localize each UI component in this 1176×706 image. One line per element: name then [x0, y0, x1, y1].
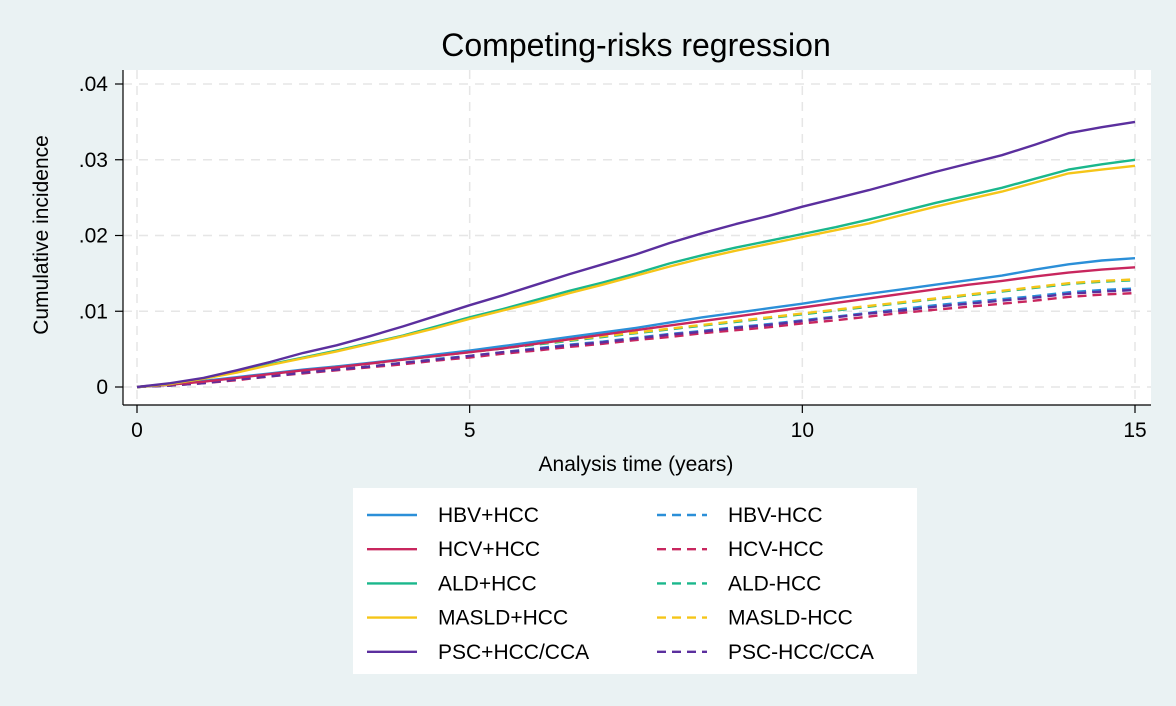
legend-item: MASLD+HCC: [367, 607, 568, 630]
axis-ticks: 0 .01 .02 .03 .04 0 5 10 15: [79, 73, 1147, 442]
chart-title: Competing-risks regression: [441, 27, 830, 63]
y-tick-label: .03: [79, 149, 108, 172]
legend-item: HCV+HCC: [367, 538, 540, 561]
legend-label: MASLD-HCC: [728, 607, 853, 630]
legend-label: ALD+HCC: [438, 572, 537, 595]
series-line-psc-hcc-cca: [136, 288, 1136, 389]
series-line-hcv-hcc: [136, 266, 1136, 389]
plot-area: [123, 70, 1151, 405]
y-tick-label: 0: [96, 376, 108, 399]
legend-label: HBV+HCC: [438, 504, 539, 527]
legend: HBV+HCC HCV+HCC ALD+HCC MASLD+HCC PSC+HCC/CC…: [367, 504, 874, 664]
legend-item: HCV-HCC: [657, 538, 824, 561]
x-axis-title: Analysis time (years): [539, 453, 734, 476]
legend-label: PSC-HCC/CCA: [728, 641, 874, 664]
legend-label: HCV+HCC: [438, 538, 540, 561]
legend-item: HBV-HCC: [657, 504, 823, 527]
x-tick-label: 15: [1123, 419, 1146, 442]
legend-label: HCV-HCC: [728, 538, 824, 561]
y-tick-label: .04: [79, 73, 109, 96]
legend-label: HBV-HCC: [728, 504, 823, 527]
legend-item: ALD+HCC: [367, 572, 537, 595]
legend-item: ALD-HCC: [657, 572, 821, 595]
legend-item: MASLD-HCC: [657, 607, 853, 630]
series-line-masld-hcc: [136, 164, 1136, 389]
series-lines: [136, 120, 1136, 389]
legend-label: ALD-HCC: [728, 572, 821, 595]
y-tick-label: .02: [79, 225, 108, 248]
legend-label: PSC+HCC/CCA: [438, 641, 589, 664]
x-tick-label: 10: [791, 419, 814, 442]
legend-box: [353, 488, 917, 674]
x-tick-label: 5: [464, 419, 476, 442]
legend-item: PSC-HCC/CCA: [657, 641, 874, 664]
legend-label: MASLD+HCC: [438, 607, 568, 630]
y-axis-title: Cumulative incidence: [30, 135, 53, 335]
x-tick-label: 0: [131, 419, 143, 442]
y-tick-label: .01: [79, 300, 108, 323]
legend-item: PSC+HCC/CCA: [367, 641, 589, 664]
legend-item: HBV+HCC: [367, 504, 539, 527]
series-line-psc-hcc-cca: [136, 120, 1136, 389]
